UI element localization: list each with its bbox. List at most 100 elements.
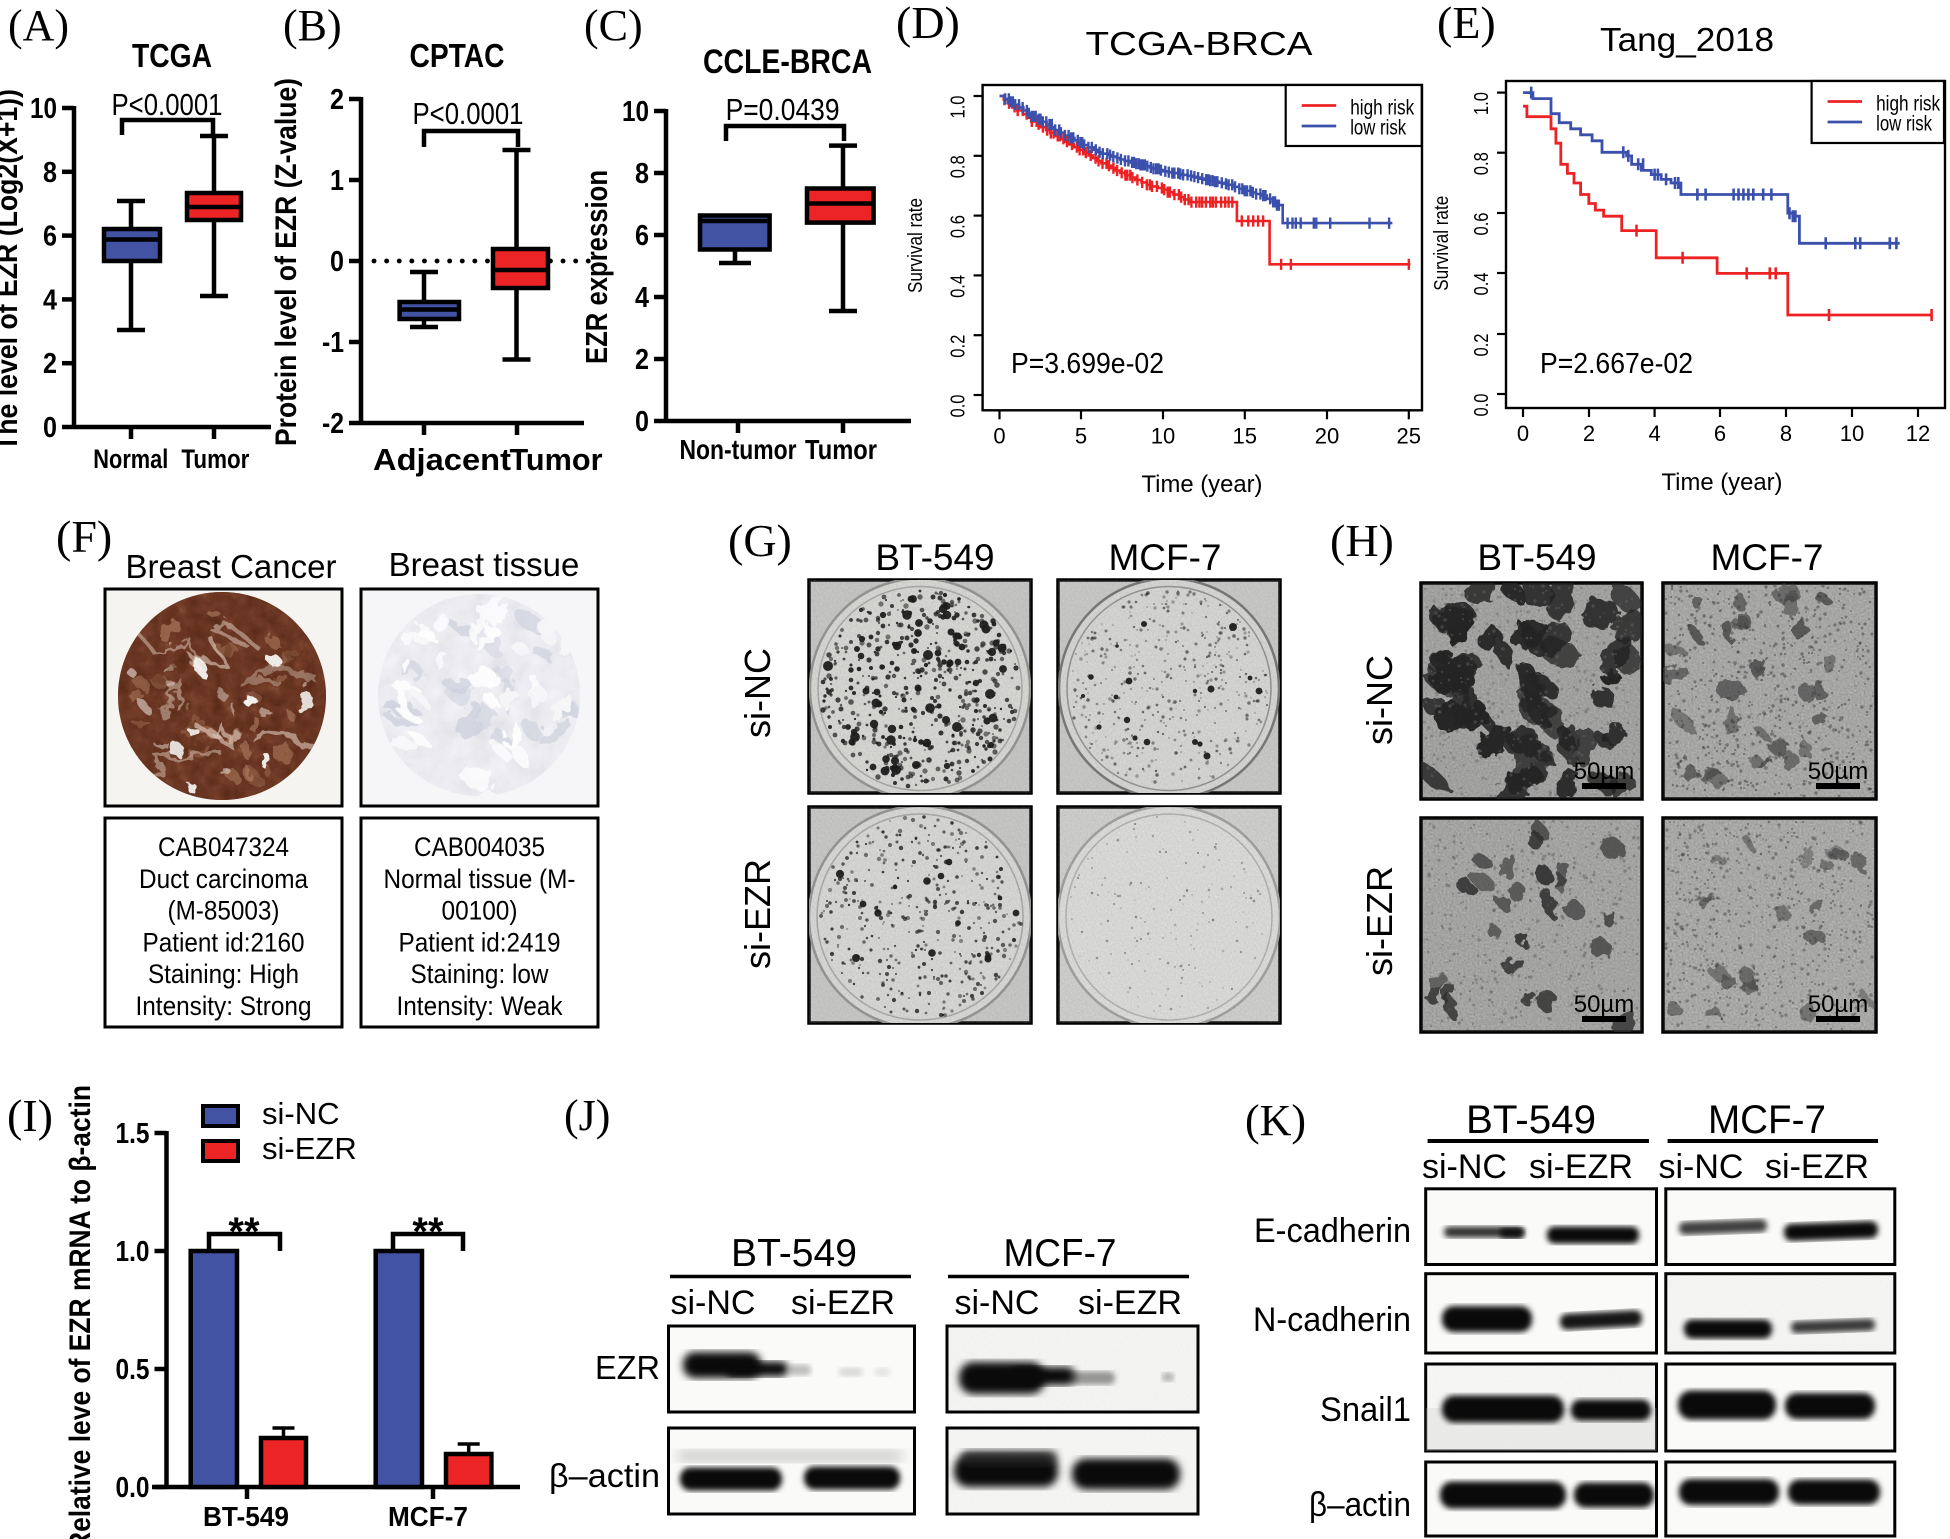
svg-text:Intensity: Strong: Intensity: Strong xyxy=(136,991,312,1021)
svg-text:8: 8 xyxy=(43,157,57,189)
svg-text:Breast tissue: Breast tissue xyxy=(389,546,580,583)
svg-text:Time (year): Time (year) xyxy=(1662,469,1783,496)
svg-text:0: 0 xyxy=(43,412,57,444)
svg-text:6: 6 xyxy=(43,221,57,253)
svg-text:50µm: 50µm xyxy=(1808,991,1869,1018)
svg-text:BT-549: BT-549 xyxy=(731,1232,857,1275)
svg-text:Survival rate: Survival rate xyxy=(1431,196,1453,291)
svg-text:si-EZR: si-EZR xyxy=(1529,1148,1633,1186)
svg-text:β–actin: β–actin xyxy=(1309,1486,1411,1524)
svg-text:Patient id:2419: Patient id:2419 xyxy=(399,927,561,957)
svg-text:(A): (A) xyxy=(8,1,69,50)
svg-text:5: 5 xyxy=(1075,423,1087,448)
svg-text:(M-85003): (M-85003) xyxy=(168,896,280,926)
svg-text:Protein level of EZR (Z-value): Protein level of EZR (Z-value) xyxy=(270,78,303,446)
svg-text:Tumor: Tumor xyxy=(805,434,877,465)
svg-text:Normal tissue (M-: Normal tissue (M- xyxy=(384,864,576,894)
svg-text:(K): (K) xyxy=(1245,1096,1306,1145)
svg-text:MCF-7: MCF-7 xyxy=(1710,537,1823,578)
svg-text:(B): (B) xyxy=(283,1,342,50)
svg-text:si-NC: si-NC xyxy=(1422,1148,1507,1186)
svg-text:P=2.667e-02: P=2.667e-02 xyxy=(1540,348,1693,380)
svg-text:(C): (C) xyxy=(584,1,643,50)
svg-text:2: 2 xyxy=(635,344,649,376)
svg-text:0.6: 0.6 xyxy=(1471,213,1493,236)
svg-text:1.0: 1.0 xyxy=(116,1236,150,1268)
svg-text:si-NC: si-NC xyxy=(1659,1148,1744,1186)
svg-text:CPTAC: CPTAC xyxy=(410,37,505,74)
svg-text:MCF-7: MCF-7 xyxy=(1004,1232,1117,1275)
svg-text:Non-tumor: Non-tumor xyxy=(680,434,797,465)
svg-text:Relative leve of EZR mRNA to β: Relative leve of EZR mRNA to β-actin xyxy=(64,1085,97,1539)
svg-text:Tumor: Tumor xyxy=(181,444,249,474)
svg-text:Tumor: Tumor xyxy=(510,442,603,477)
svg-text:4: 4 xyxy=(635,282,649,314)
svg-text:8: 8 xyxy=(1780,421,1792,446)
svg-text:MCF-7: MCF-7 xyxy=(1708,1098,1826,1142)
svg-text:EZR expression: EZR expression xyxy=(579,170,614,364)
svg-text:0: 0 xyxy=(330,246,344,278)
svg-text:(F): (F) xyxy=(56,511,112,562)
svg-text:20: 20 xyxy=(1315,423,1339,448)
svg-text:The level of EZR (Log2(X+1)): The level of EZR (Log2(X+1)) xyxy=(0,89,24,451)
svg-text:si-NC: si-NC xyxy=(671,1284,756,1322)
svg-text:β–actin: β–actin xyxy=(549,1457,660,1494)
svg-text:15: 15 xyxy=(1233,423,1257,448)
svg-text:Normal: Normal xyxy=(93,444,168,474)
svg-text:Tang_2018: Tang_2018 xyxy=(1600,21,1774,58)
svg-text:25: 25 xyxy=(1397,423,1421,448)
svg-text:0.6: 0.6 xyxy=(948,215,970,238)
svg-text:0.0: 0.0 xyxy=(116,1472,150,1504)
svg-text:00100): 00100) xyxy=(442,896,518,926)
svg-text:si-NC: si-NC xyxy=(1359,655,1400,745)
svg-text:0.2: 0.2 xyxy=(1471,334,1493,357)
svg-text:10: 10 xyxy=(1151,423,1175,448)
svg-text:0: 0 xyxy=(1517,421,1529,446)
svg-text:-1: -1 xyxy=(322,327,344,359)
svg-text:2: 2 xyxy=(1583,421,1595,446)
svg-text:50µm: 50µm xyxy=(1574,758,1635,785)
svg-text:10: 10 xyxy=(622,96,649,128)
svg-text:CAB004035: CAB004035 xyxy=(414,832,545,862)
svg-text:P=3.699e-02: P=3.699e-02 xyxy=(1011,348,1164,380)
svg-text:10: 10 xyxy=(1840,421,1864,446)
svg-text:si-EZR: si-EZR xyxy=(791,1284,895,1322)
svg-text:Staining: low: Staining: low xyxy=(411,959,549,989)
svg-text:si-EZR: si-EZR xyxy=(1078,1284,1182,1322)
svg-text:50µm: 50µm xyxy=(1574,991,1635,1018)
svg-text:high risk: high risk xyxy=(1876,93,1940,116)
svg-text:MCF-7: MCF-7 xyxy=(1108,537,1221,578)
svg-text:BT-549: BT-549 xyxy=(1466,1098,1596,1142)
svg-text:1: 1 xyxy=(330,165,344,197)
svg-text:low risk: low risk xyxy=(1350,117,1406,140)
svg-text:si-EZR: si-EZR xyxy=(262,1131,357,1166)
svg-text:0: 0 xyxy=(635,406,649,438)
svg-text:Patient id:2160: Patient id:2160 xyxy=(143,927,305,957)
svg-text:1.5: 1.5 xyxy=(116,1118,150,1150)
svg-text:0.5: 0.5 xyxy=(116,1354,150,1386)
svg-text:50µm: 50µm xyxy=(1808,758,1869,785)
svg-text:4: 4 xyxy=(1648,421,1660,446)
svg-text:si-NC: si-NC xyxy=(955,1284,1040,1322)
svg-text:MCF-7: MCF-7 xyxy=(388,1501,468,1532)
svg-text:E-cadherin: E-cadherin xyxy=(1254,1212,1411,1250)
svg-text:si-NC: si-NC xyxy=(262,1096,340,1131)
svg-text:6: 6 xyxy=(635,220,649,252)
svg-text:8: 8 xyxy=(635,158,649,190)
svg-text:(J): (J) xyxy=(564,1091,610,1140)
svg-text:TCGA-BRCA: TCGA-BRCA xyxy=(1086,25,1313,62)
svg-text:(D): (D) xyxy=(896,0,960,48)
svg-text:P<0.0001: P<0.0001 xyxy=(413,96,524,131)
svg-text:(I): (I) xyxy=(7,1090,53,1141)
svg-text:2: 2 xyxy=(330,84,344,116)
svg-text:CAB047324: CAB047324 xyxy=(158,832,289,862)
svg-text:0.0: 0.0 xyxy=(1471,394,1493,417)
svg-text:CCLE-BRCA: CCLE-BRCA xyxy=(703,43,872,81)
svg-text:N-cadherin: N-cadherin xyxy=(1253,1301,1411,1339)
svg-text:2: 2 xyxy=(43,348,57,380)
svg-text:(G): (G) xyxy=(728,515,792,566)
svg-text:si-EZR: si-EZR xyxy=(1359,866,1400,976)
svg-text:si-EZR: si-EZR xyxy=(1765,1148,1869,1186)
svg-text:BT-549: BT-549 xyxy=(875,537,994,578)
svg-text:0.4: 0.4 xyxy=(1471,273,1493,296)
